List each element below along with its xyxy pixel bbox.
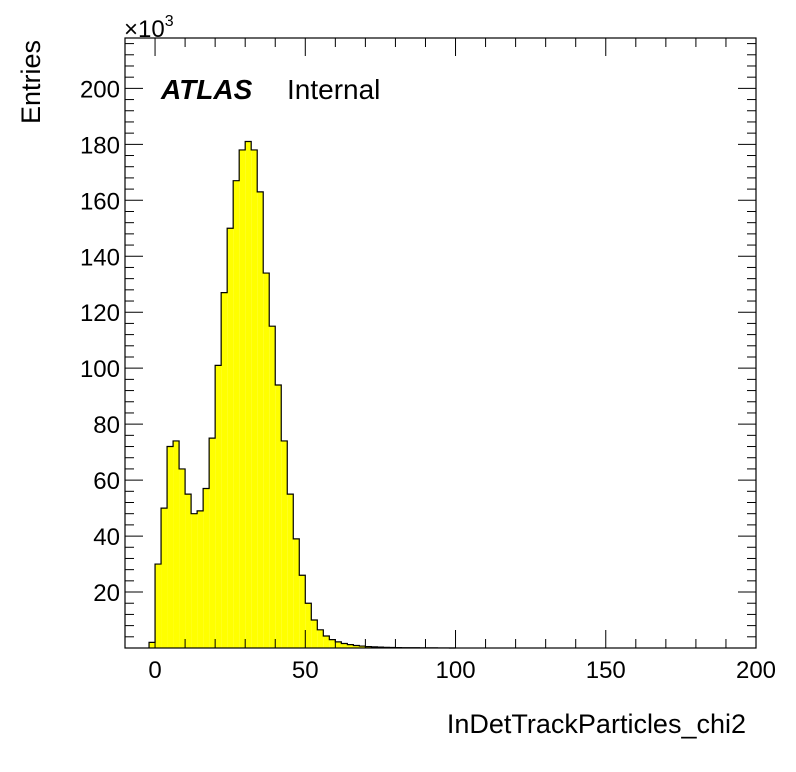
y-tick-label: 80	[93, 412, 120, 439]
y-axis-multiplier-base: ×10	[124, 16, 165, 43]
x-tick-label: 0	[148, 657, 161, 684]
histogram-bar	[269, 326, 276, 648]
histogram-bar	[263, 273, 270, 648]
x-axis-title: InDetTrackParticles_chi2	[447, 709, 746, 739]
histogram-bar	[359, 646, 366, 648]
y-axis-title: Entries	[16, 40, 46, 124]
histogram-bar	[227, 228, 234, 649]
y-tick-label: 60	[93, 468, 120, 495]
histogram-bar	[287, 494, 294, 648]
histogram-bar	[281, 440, 288, 648]
histogram-bars	[149, 141, 456, 649]
histogram-bar	[161, 508, 168, 648]
axis-ticks	[124, 38, 757, 648]
histogram-bar	[203, 488, 210, 648]
histogram-bar	[185, 494, 192, 648]
histogram-bar	[233, 180, 240, 648]
histogram-bar	[251, 149, 258, 648]
histogram-bar	[209, 438, 216, 648]
histogram-bar	[215, 365, 222, 648]
atlas-label: ATLAS	[160, 74, 253, 105]
histogram-bar	[335, 641, 342, 648]
histogram-bar	[257, 191, 264, 648]
x-tick-label: 150	[586, 657, 626, 684]
internal-label: Internal	[287, 74, 380, 105]
histogram-bar	[149, 642, 156, 648]
plot-frame	[124, 37, 757, 649]
histogram-bar	[347, 644, 354, 648]
histogram-bar	[293, 538, 300, 648]
histogram-bar	[239, 149, 246, 648]
histogram-bar	[311, 620, 318, 648]
histogram-bar	[179, 468, 186, 648]
histogram-bar	[365, 646, 372, 648]
y-tick-label: 180	[80, 132, 120, 159]
histogram-bar	[197, 510, 204, 648]
histogram-bar	[173, 440, 180, 648]
y-tick-label: 200	[80, 76, 120, 103]
x-tick-labels: 0 50 100 150 200	[148, 657, 776, 684]
histogram-bar	[353, 645, 360, 648]
x-tick-label: 50	[292, 657, 319, 684]
y-axis-multiplier: ×103	[124, 13, 174, 43]
histogram-bar	[341, 643, 348, 648]
histogram-bar	[245, 141, 252, 648]
histogram-bar	[167, 446, 174, 648]
histogram-bar	[299, 575, 306, 648]
histogram-bar	[329, 639, 336, 648]
y-tick-label: 40	[93, 524, 120, 551]
histogram-bar	[155, 564, 162, 648]
histogram-bar	[317, 629, 324, 648]
y-axis-multiplier-exponent: 3	[165, 13, 174, 30]
y-tick-labels: 20 40 60 80 100 120 140 160 180 200	[80, 76, 120, 607]
histogram-bar	[221, 292, 228, 648]
histogram-bar	[275, 384, 282, 648]
histogram-bar	[305, 603, 312, 648]
y-tick-label: 20	[93, 580, 120, 607]
y-tick-label: 160	[80, 188, 120, 215]
x-tick-label: 100	[436, 657, 476, 684]
histogram-bar	[323, 635, 330, 648]
y-tick-label: 140	[80, 244, 120, 271]
y-tick-label: 100	[80, 356, 120, 383]
x-tick-label: 200	[736, 657, 776, 684]
y-tick-label: 120	[80, 300, 120, 327]
histogram-bar	[191, 513, 198, 648]
